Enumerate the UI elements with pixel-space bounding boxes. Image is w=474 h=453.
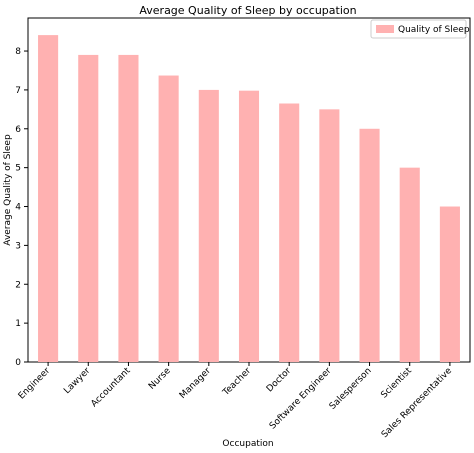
bar-nurse bbox=[158, 75, 179, 363]
x-tick-label: Lawyer bbox=[62, 366, 92, 396]
y-tick-label: 5 bbox=[15, 164, 21, 174]
bar-accountant bbox=[118, 54, 139, 363]
bar-lawyer bbox=[78, 54, 99, 363]
x-tick-label: Nurse bbox=[147, 366, 173, 392]
x-axis-label: Occupation bbox=[222, 439, 273, 449]
x-tick-label: Doctor bbox=[265, 366, 294, 395]
x-tick-label: Salesperson bbox=[328, 366, 374, 412]
chart-title: Average Quality of Sleep by occupation bbox=[139, 4, 356, 17]
y-tick-label: 6 bbox=[15, 125, 21, 135]
bars-layer bbox=[38, 35, 460, 363]
x-tick-label: Manager bbox=[178, 366, 213, 401]
bar-software-engineer bbox=[319, 109, 340, 362]
y-tick-label: 8 bbox=[15, 47, 21, 57]
bar-sales-representative bbox=[439, 206, 460, 362]
x-tick-label: Engineer bbox=[17, 366, 53, 402]
x-tick-label: Accountant bbox=[89, 366, 133, 410]
y-tick-label: 7 bbox=[15, 86, 21, 96]
y-axis-ticks: 0 1 2 3 4 5 6 7 8 bbox=[15, 47, 28, 368]
y-axis-label: Average Quality of Sleep bbox=[3, 134, 13, 246]
y-tick-label: 1 bbox=[15, 319, 21, 329]
bar-teacher bbox=[238, 90, 260, 362]
legend-swatch bbox=[376, 25, 394, 33]
x-tick-label: Scientist bbox=[379, 366, 414, 401]
y-tick-label: 2 bbox=[15, 280, 21, 290]
y-tick-label: 3 bbox=[15, 241, 21, 251]
y-tick-label: 0 bbox=[15, 358, 21, 368]
bar-engineer bbox=[38, 35, 59, 363]
y-tick-label: 4 bbox=[15, 203, 21, 213]
legend-box bbox=[370, 19, 467, 39]
x-tick-label: Sales Representative bbox=[380, 366, 454, 440]
bar-scientist bbox=[399, 167, 420, 362]
legend: Quality of Sleep bbox=[370, 19, 470, 39]
x-tick-label: Teacher bbox=[221, 366, 254, 399]
bar-salesperson bbox=[359, 128, 380, 362]
bar-manager bbox=[198, 89, 219, 362]
legend-label: Quality of Sleep bbox=[398, 25, 470, 35]
bar-doctor bbox=[279, 103, 300, 362]
